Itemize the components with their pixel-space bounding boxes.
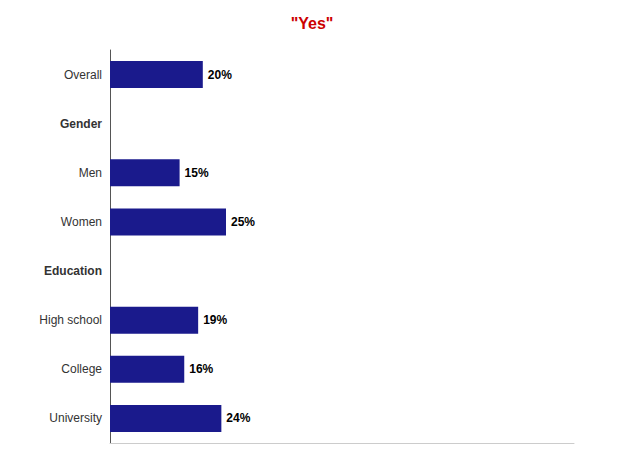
svg-text:Women: Women	[61, 215, 102, 229]
svg-text:Overall: Overall	[64, 68, 102, 82]
svg-text:20%: 20%	[208, 68, 232, 82]
svg-text:University: University	[49, 411, 102, 425]
svg-text:24%: 24%	[226, 411, 250, 425]
svg-text:25%: 25%	[231, 215, 255, 229]
svg-text:Men: Men	[79, 166, 102, 180]
svg-text:15%: 15%	[185, 166, 209, 180]
svg-text:"Yes": "Yes"	[291, 15, 334, 32]
svg-text:Gender: Gender	[60, 117, 102, 131]
svg-text:Education: Education	[44, 264, 102, 278]
svg-text:19%: 19%	[203, 313, 227, 327]
svg-text:High school: High school	[39, 313, 102, 327]
svg-text:16%: 16%	[189, 362, 213, 376]
svg-text:College: College	[61, 362, 102, 376]
